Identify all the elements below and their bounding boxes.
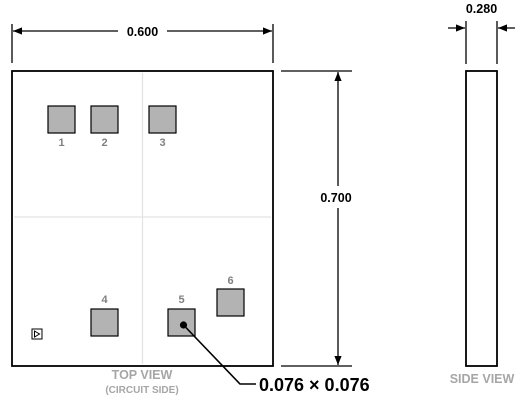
pad-2-label: 2: [101, 137, 107, 149]
pad-5-label: 5: [178, 294, 184, 306]
pad-2: [90, 105, 119, 134]
top-view: 1 2 3 4 5 6 0.076 × 0.076 TOP VIEW (CIRC…: [11, 70, 370, 396]
pad-1-label: 1: [58, 137, 64, 149]
top-view-subcaption: (CIRCUIT SIDE): [105, 385, 178, 396]
pad-size-callout: 0.076 × 0.076: [259, 375, 370, 395]
triangle-in-square-icon: [31, 328, 43, 340]
top-view-caption: TOP VIEW: [112, 368, 173, 382]
pad-callout-leader: [182, 324, 256, 385]
pad-6-label: 6: [227, 275, 233, 287]
side-view: SIDE VIEW: [450, 70, 515, 386]
side-outline: [465, 70, 498, 367]
pad-4: [90, 308, 119, 337]
thickness-dimension: 0.280: [448, 2, 515, 64]
side-view-caption: SIDE VIEW: [450, 372, 515, 386]
pad-3: [148, 105, 177, 134]
pad-4-label: 4: [101, 294, 108, 306]
pad-6: [216, 288, 245, 317]
width-dimension: 0.600: [11, 24, 274, 63]
pad-3-label: 3: [159, 137, 165, 149]
height-dimension: 0.700: [281, 70, 352, 367]
thickness-dimension-label: 0.280: [466, 2, 497, 16]
width-dimension-label: 0.600: [127, 25, 158, 39]
height-dimension-label: 0.700: [320, 191, 351, 205]
pad-1: [47, 105, 76, 134]
